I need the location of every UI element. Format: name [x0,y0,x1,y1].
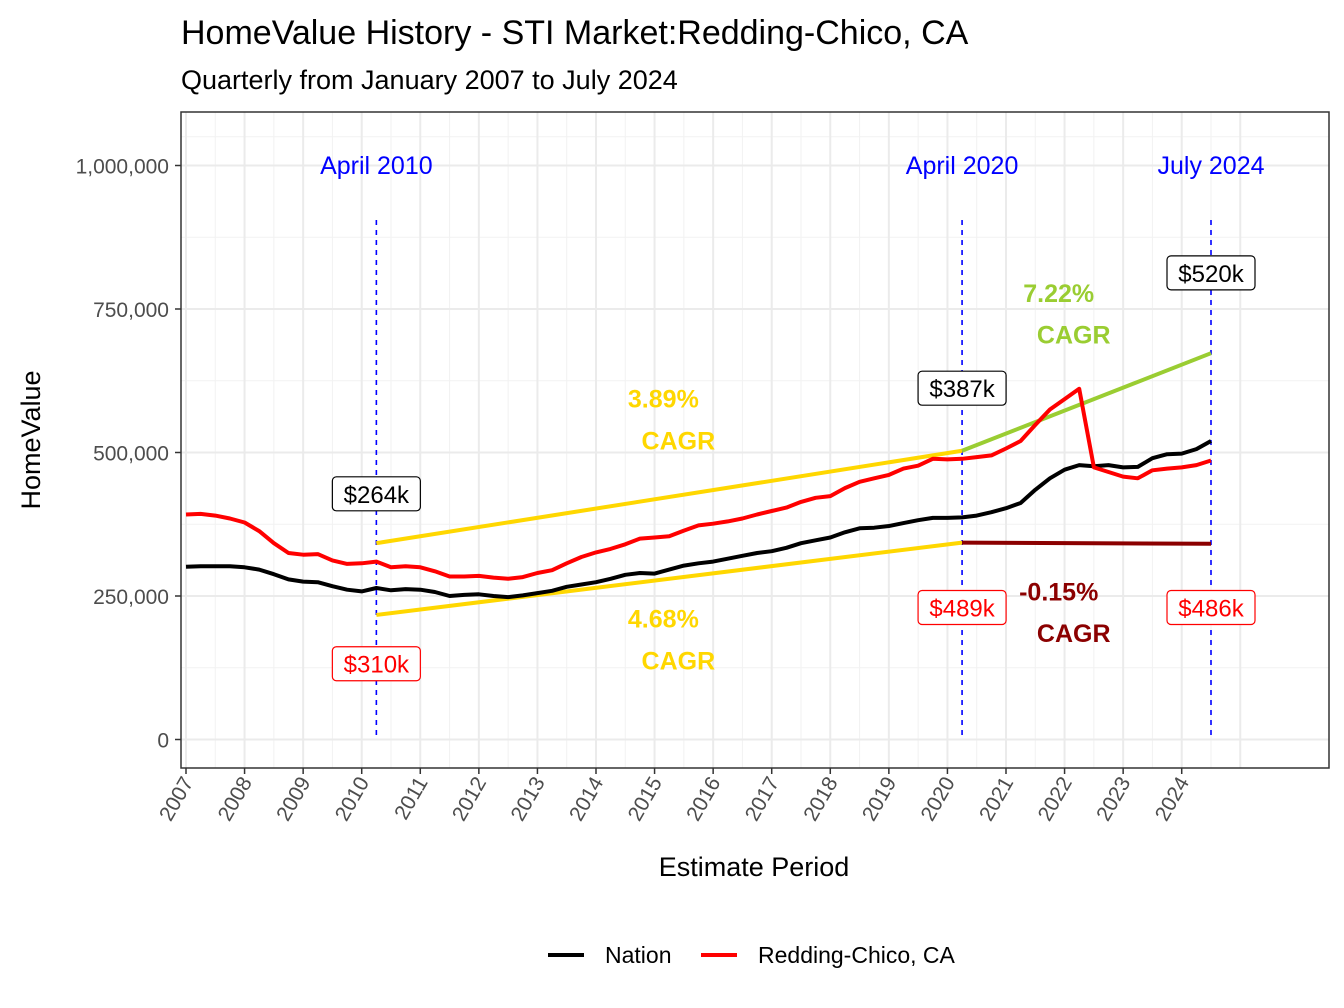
x-axis-title: Estimate Period [659,852,850,882]
plot-border [180,111,1330,769]
value-label-box [331,646,421,682]
series-line-redding-chico-ca [185,386,1212,581]
series-lines [185,386,1212,600]
cagr-suffix-label: CAGR [642,428,716,456]
y-axis-title: HomeValue [16,370,46,509]
x-tick-label: 2022 [1034,773,1077,825]
x-tick-label: 2020 [916,773,959,825]
x-tick-label: 2017 [741,773,784,825]
cagr-trend-line [376,448,963,546]
vertical-marker-label: April 2020 [906,152,1019,180]
x-tick-label: 2021 [975,773,1018,825]
cagr-value-label: -0.15% [1019,579,1098,607]
legend-label: Nation [605,942,671,968]
x-tick-label: 2007 [155,773,198,825]
vertical-marker-label: April 2010 [320,152,433,180]
y-tick-label: 750,000 [93,299,169,322]
y-tick-label: 0 [157,730,169,753]
series-line-nation [185,439,1212,600]
x-tick-label: 2018 [799,773,842,825]
cagr-suffix-label: CAGR [1037,620,1111,648]
legend: Nation Redding-Chico, CA [548,942,956,968]
x-tick-label: 2015 [624,773,667,825]
chart-subtitle: Quarterly from January 2007 to July 2024 [181,65,678,95]
value-label-box [1166,255,1256,291]
x-tick-label: 2024 [1151,773,1194,825]
x-tick-label: 2014 [565,773,608,825]
cagr-value-label: 4.68% [628,606,699,634]
legend-label: Redding-Chico, CA [758,942,956,968]
cagr-value-label: 3.89% [628,386,699,414]
x-tick-label: 2016 [682,773,725,825]
y-tick-label: 1,000,000 [76,156,169,179]
x-tick-label: 2011 [390,773,433,824]
vertical-marker-label: July 2024 [1157,152,1264,180]
annotations: 3.89% CAGR 4.68% CAGR 7.22% CAGR -0.15% CAGR $26… [331,255,1256,682]
value-label-box [917,589,1007,626]
cagr-suffix-label: CAGR [1037,321,1111,349]
cagr-trend-lines [376,351,1212,617]
value-label: $387k [929,376,995,403]
cagr-trend-line [962,540,1212,546]
value-label-box [331,476,421,512]
value-label: $520k [1178,261,1244,288]
y-tick-label: 250,000 [93,586,169,609]
value-label-box [917,370,1007,406]
x-tick-label: 2019 [858,773,901,825]
value-label: $489k [929,595,995,622]
x-tick-label: 2008 [214,773,257,825]
cagr-suffix-label: CAGR [642,647,716,675]
cagr-trend-line [961,351,1212,453]
x-tick-label: 2010 [331,773,374,825]
cagr-trend-line [376,540,963,617]
value-label-box [1166,589,1256,626]
value-label: $486k [1178,595,1244,622]
value-label: $264k [344,482,410,509]
x-tick-label: 2023 [1092,773,1135,825]
x-tick-label: 2013 [506,773,549,825]
chart-title: HomeValue History - STI Market:Redding-C… [181,14,969,52]
x-tick-label: 2009 [272,773,315,825]
vertical-markers: April 2010 April 2020 July 2024 [320,152,1265,740]
cagr-value-label: 7.22% [1023,280,1094,308]
value-label: $310k [344,652,410,679]
x-tick-label: 2012 [448,773,491,825]
y-tick-label: 500,000 [93,443,169,466]
